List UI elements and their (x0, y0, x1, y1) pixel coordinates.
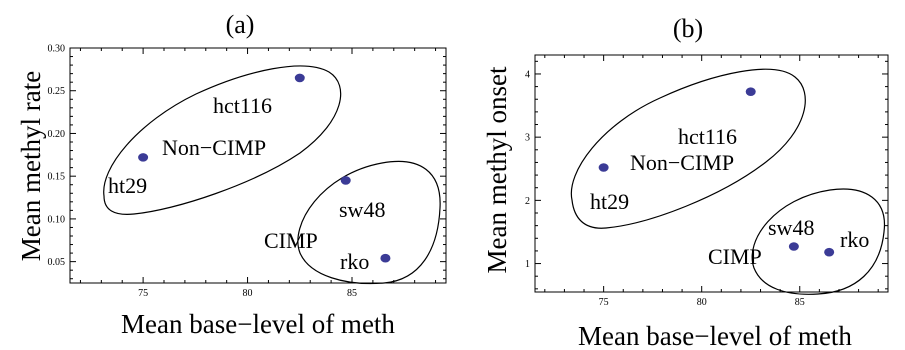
cimp-group-outline (297, 160, 441, 285)
data-point-hct116 (745, 87, 756, 96)
point-label-sw48: sw48 (768, 215, 814, 240)
panel-b-y-axis-label: Mean methyl onset (482, 66, 512, 273)
y-tick-label: 3 (525, 133, 530, 144)
data-point-sw48 (788, 242, 799, 251)
y-tick-label: 0.05 (48, 257, 66, 268)
cimp-group-outline (751, 188, 886, 295)
data-point-hct116 (294, 73, 305, 83)
panel-b-points (598, 87, 835, 257)
point-label-rko: rko (340, 249, 369, 274)
panel-b-y-ticks: 1 2 3 4 (525, 60, 888, 290)
panel-a-title: (a) (226, 10, 255, 39)
panel-a-y-ticks: 0.05 0.10 0.15 0.20 0.25 0.30 (48, 44, 446, 280)
panel-a-points (138, 73, 391, 263)
panel-b-title: (b) (673, 14, 703, 43)
point-label-ht29: ht29 (108, 173, 147, 198)
y-tick-label: 0.25 (48, 86, 66, 97)
y-tick-label: 4 (525, 69, 530, 80)
x-tick-label: 85 (795, 297, 805, 308)
y-tick-label: 1 (525, 259, 530, 270)
panel-a: (a) 75 80 85 0.05 0.10 0.15 0.20 0.25 0.30 hct1… (16, 10, 447, 339)
y-tick-label: 0.20 (48, 129, 66, 140)
point-label-sw48: sw48 (339, 197, 385, 222)
group-label-cimp: CIMP (708, 244, 762, 269)
group-label-non-cimp: Non−CIMP (630, 150, 734, 175)
non-cimp-group-outline (103, 65, 342, 215)
panel-a-x-ticks: 75 80 85 (79, 48, 437, 299)
panel-a-x-axis-label: Mean base−level of meth (121, 309, 395, 339)
data-point-ht29 (598, 163, 609, 172)
data-point-rko (380, 253, 391, 263)
group-label-cimp: CIMP (264, 228, 318, 253)
point-label-rko: rko (840, 227, 869, 252)
non-cimp-group-outline (570, 68, 806, 229)
x-tick-label: 75 (599, 297, 609, 308)
panel-b-x-ticks: 75 80 85 (544, 55, 879, 308)
panel-a-y-axis-label: Mean methyl rate (16, 71, 46, 261)
y-tick-label: 0.15 (48, 172, 66, 183)
data-point-rko (824, 247, 835, 257)
point-label-ht29: ht29 (590, 189, 629, 214)
y-tick-label: 2 (525, 196, 530, 207)
x-tick-label: 75 (138, 288, 148, 299)
panel-b-plot-frame (534, 54, 889, 293)
x-tick-label: 80 (243, 288, 253, 299)
panel-a-plot-frame (69, 47, 447, 284)
group-label-non-cimp: Non−CIMP (162, 135, 266, 160)
x-tick-label: 80 (697, 297, 707, 308)
panel-b-x-axis-label: Mean base−level of meth (578, 321, 852, 350)
data-point-sw48 (340, 176, 351, 185)
y-tick-label: 0.10 (48, 214, 66, 225)
x-tick-label: 85 (347, 288, 357, 299)
data-point-ht29 (138, 153, 149, 162)
y-tick-label: 0.30 (48, 44, 66, 55)
point-label-hct116: hct116 (678, 124, 737, 149)
panel-b: (b) 75 80 85 1 2 3 4 hct116 ht29 sw48 rko Non… (482, 14, 889, 350)
point-label-hct116: hct116 (213, 93, 272, 118)
